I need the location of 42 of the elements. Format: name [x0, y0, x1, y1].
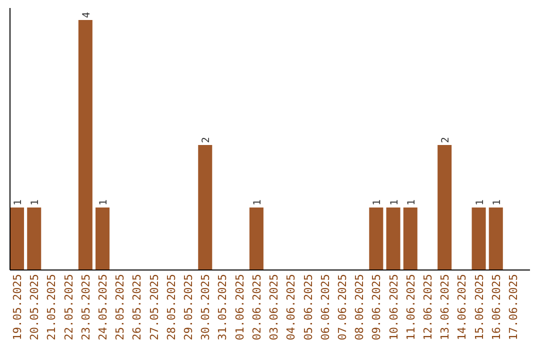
x-tick-label: 20.05.2025: [28, 274, 42, 340]
x-tick-label: 06.06.2025: [318, 274, 332, 340]
x-tick-label: 28.05.2025: [164, 274, 178, 340]
data-label: 1: [30, 199, 42, 206]
x-tick-label: 01.06.2025: [233, 274, 246, 340]
data-label: 1: [389, 199, 400, 206]
data-label: 1: [474, 199, 486, 206]
x-tick-label: 22.05.2025: [62, 274, 76, 340]
x-tick-label: 09.06.2025: [370, 274, 384, 340]
x-tick-label: 02.06.2025: [250, 274, 264, 340]
x-tick-label: 24.05.2025: [96, 274, 110, 340]
x-tick-label: 30.05.2025: [199, 274, 212, 340]
x-tick-label: 31.05.2025: [216, 274, 230, 340]
data-label: 1: [13, 199, 24, 206]
data-label: 1: [252, 199, 264, 206]
x-tick-label: 26.05.2025: [130, 274, 144, 340]
x-tick-label: 23.05.2025: [79, 274, 92, 340]
x-tick-label: 29.05.2025: [182, 274, 196, 340]
x-tick-label: 19.05.2025: [11, 274, 24, 340]
x-tick-label: 07.06.2025: [336, 274, 349, 340]
x-tick-label: 13.06.2025: [438, 274, 452, 340]
x-tick-label: 15.06.2025: [472, 274, 486, 340]
x-tick-label: 27.05.2025: [148, 274, 161, 340]
x-tick-label: 08.06.2025: [353, 274, 366, 340]
x-tick-label: 05.06.2025: [302, 274, 315, 340]
x-tick-label: 25.05.2025: [114, 274, 127, 340]
data-label: 1: [492, 199, 503, 206]
x-tick-label: 12.06.2025: [421, 274, 434, 340]
x-tick-label: 04.06.2025: [284, 274, 298, 340]
data-label: 1: [98, 199, 110, 206]
x-tick-label: 03.06.2025: [268, 274, 281, 340]
x-tick-label: 17.06.2025: [506, 274, 520, 340]
data-label: 2: [440, 136, 452, 143]
x-tick-label: 14.06.2025: [456, 274, 469, 340]
x-tick-label: 21.05.2025: [45, 274, 58, 340]
x-tick-label: 16.06.2025: [490, 274, 503, 340]
x-tick-label: 11.06.2025: [404, 274, 418, 340]
data-label: 2: [201, 136, 212, 143]
data-label: 1: [372, 199, 384, 206]
data-label: 4: [81, 12, 92, 18]
x-tick-label: 10.06.2025: [387, 274, 400, 340]
data-label: 1: [406, 199, 418, 206]
